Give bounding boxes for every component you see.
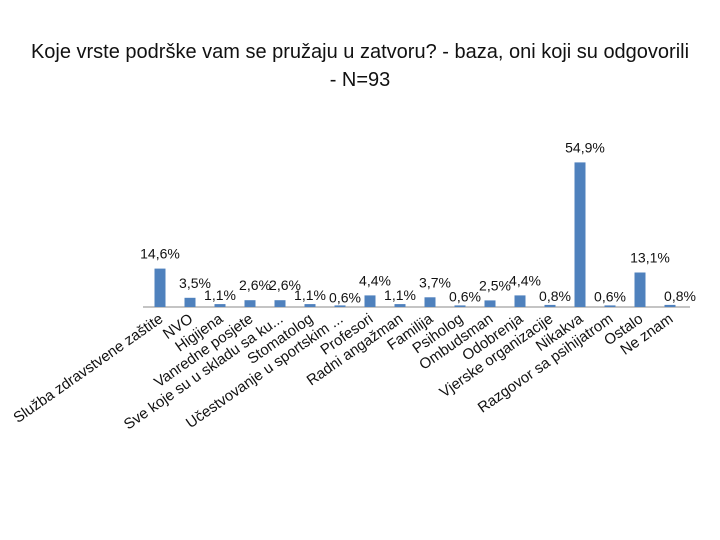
data-label: 54,9%: [565, 139, 605, 155]
data-label: 0,8%: [664, 288, 696, 304]
bar: [634, 272, 646, 307]
bar: [334, 305, 346, 307]
bar: [214, 304, 226, 307]
bar: [544, 304, 556, 307]
bar: [454, 305, 466, 307]
bar: [304, 304, 316, 307]
bar: [394, 304, 406, 307]
chart-title: Koje vrste podrške vam se pružaju u zatv…: [30, 41, 690, 91]
data-label: 2,6%: [239, 277, 271, 293]
data-label: 1,1%: [204, 287, 236, 303]
bar: [484, 300, 496, 307]
bar: [274, 300, 286, 307]
data-label: 3,7%: [419, 274, 451, 290]
data-label: 1,1%: [294, 287, 326, 303]
bar: [664, 304, 676, 307]
bar: [514, 295, 526, 307]
bar: [604, 305, 616, 307]
data-label: 4,4%: [359, 272, 391, 288]
data-label: 2,6%: [269, 277, 301, 293]
data-label: 0,8%: [539, 288, 571, 304]
data-label: 14,6%: [140, 246, 180, 262]
data-label: 1,1%: [384, 287, 416, 303]
data-label: 0,6%: [594, 288, 626, 304]
data-label: 13,1%: [630, 250, 670, 266]
data-label: 3,5%: [179, 275, 211, 291]
bar: [184, 297, 196, 307]
data-label: 4,4%: [509, 272, 541, 288]
data-label: 0,6%: [449, 288, 481, 304]
bar: [244, 300, 256, 307]
data-label: 2,5%: [479, 277, 511, 293]
data-label: 0,6%: [329, 289, 361, 305]
bar: [574, 162, 586, 307]
bar: [424, 297, 436, 307]
bar: [154, 268, 166, 307]
bar: [364, 295, 376, 307]
